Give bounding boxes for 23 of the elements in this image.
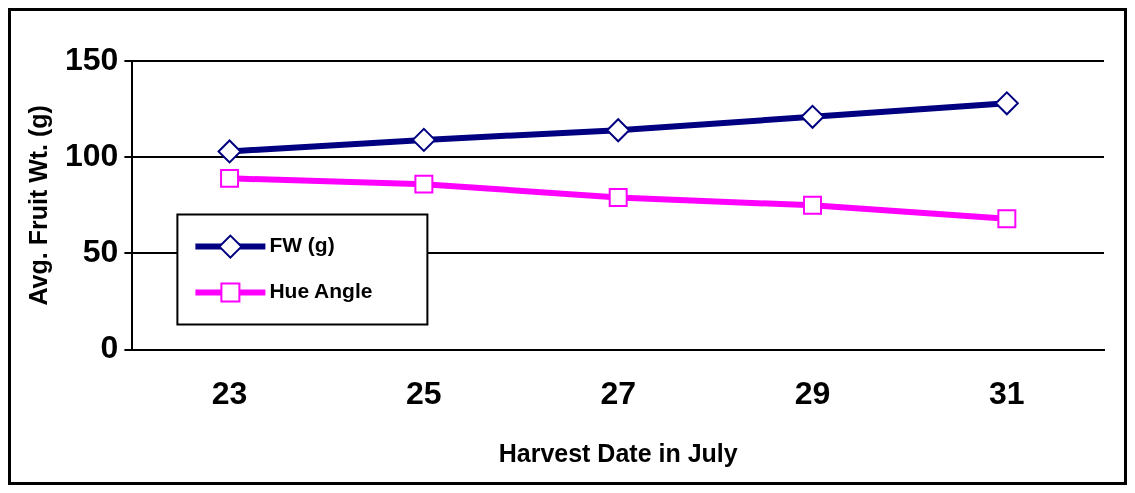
point	[994, 91, 1019, 116]
y-tick-label: 150	[65, 40, 119, 77]
point	[997, 209, 1017, 229]
x-tick-label: 29	[794, 374, 831, 411]
x-tick-label: 27	[600, 374, 636, 411]
x-axis-title: Harvest Date in July	[498, 438, 738, 467]
y-tick-label: 0	[100, 329, 119, 366]
x-tick-label: 23	[211, 374, 248, 411]
point	[217, 139, 242, 164]
y-tick-label: 50	[82, 233, 119, 270]
legend-label: FW (g)	[269, 233, 335, 257]
point	[606, 118, 631, 143]
y-axis-title: Avg. Fruit Wt. (g)	[23, 105, 52, 306]
point	[800, 104, 825, 129]
point	[803, 195, 822, 215]
point	[411, 127, 436, 152]
point	[608, 188, 628, 208]
point	[220, 168, 240, 188]
y-tick-label: 100	[65, 137, 119, 174]
x-tick-label: 25	[406, 374, 442, 411]
point	[414, 174, 434, 194]
x-tick-label: 31	[989, 374, 1025, 411]
legend-label: Hue Angle	[269, 279, 373, 303]
